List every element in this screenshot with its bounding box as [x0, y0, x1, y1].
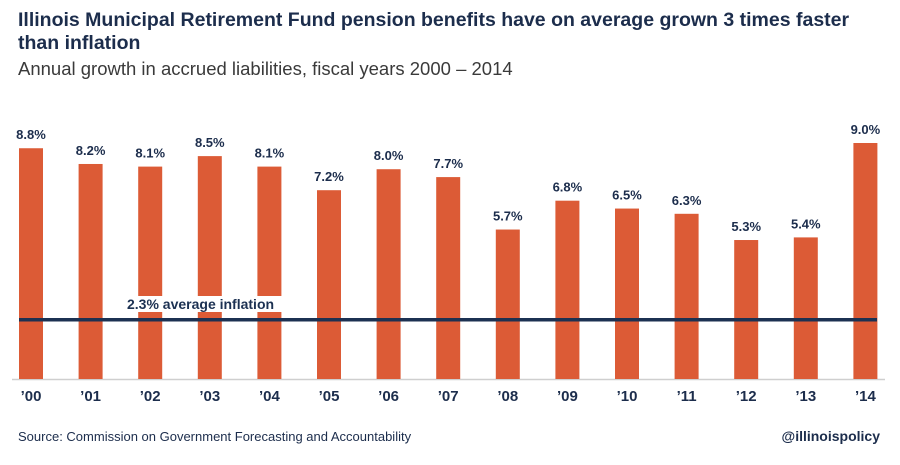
data-label: 8.8%	[16, 127, 46, 142]
x-tick-label: ’06	[378, 388, 399, 405]
x-tick-label: ’09	[557, 388, 578, 405]
data-label: 8.0%	[374, 148, 404, 163]
bar	[197, 156, 222, 379]
x-tick-label: ’04	[259, 388, 281, 405]
x-tick-label: ’07	[438, 388, 459, 405]
bar	[555, 200, 580, 379]
bar	[734, 240, 759, 379]
bar	[138, 166, 163, 379]
data-label: 8.5%	[195, 135, 225, 150]
data-label: 7.2%	[314, 169, 344, 184]
bar	[436, 177, 461, 379]
x-tick-label: ’05	[319, 388, 340, 405]
data-label: 5.3%	[731, 219, 761, 234]
data-label: 8.2%	[76, 143, 106, 158]
chart-subtitle: Annual growth in accrued liabilities, fi…	[18, 58, 513, 79]
bar	[495, 229, 520, 379]
bar	[853, 143, 878, 379]
data-label: 6.5%	[612, 188, 642, 203]
twitter-handle: @illinoispolicy	[781, 428, 880, 444]
x-tick-label: ’11	[677, 388, 697, 405]
reference-label-background	[120, 296, 302, 312]
bar	[793, 237, 818, 379]
x-tick-label: ’02	[140, 388, 161, 405]
data-label: 6.8%	[553, 180, 583, 195]
data-label: 6.3%	[672, 193, 702, 208]
data-label: 8.1%	[135, 146, 165, 161]
x-tick-label: ’12	[736, 388, 757, 405]
reference-line-label: 2.3% average inflation	[127, 296, 274, 312]
data-label: 5.7%	[493, 209, 523, 224]
x-tick-label: ’00	[21, 388, 42, 405]
x-tick-label: ’03	[199, 388, 220, 405]
data-label: 9.0%	[851, 122, 881, 137]
x-tick-label: ’08	[497, 388, 518, 405]
bar	[317, 190, 341, 379]
bar	[674, 213, 699, 379]
data-label: 8.1%	[255, 146, 285, 161]
bar	[257, 166, 282, 379]
bar	[78, 163, 103, 379]
data-label: 5.4%	[791, 216, 821, 231]
bar	[376, 169, 401, 379]
bar	[19, 148, 43, 379]
x-tick-label: ’01	[80, 388, 101, 405]
x-tick-label: ’13	[795, 388, 816, 405]
data-label: 7.7%	[433, 156, 463, 171]
x-tick-label: ’10	[617, 388, 638, 405]
x-tick-label: ’14	[855, 388, 877, 405]
bar	[615, 208, 639, 379]
source-note: Source: Commission on Government Forecas…	[18, 429, 412, 444]
chart-title: Illinois Municipal Retirement Fund pensi…	[18, 9, 850, 54]
